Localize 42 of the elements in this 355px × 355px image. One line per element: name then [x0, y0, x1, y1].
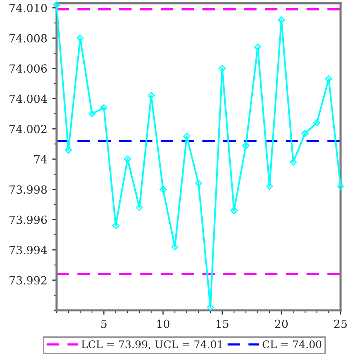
point: [325, 76, 332, 83]
y-tick-label: 73.998: [10, 186, 48, 194]
point: [290, 158, 297, 166]
y-tick-label: 74.004: [10, 94, 48, 104]
point: [314, 120, 321, 127]
point: [242, 142, 250, 150]
point: [65, 146, 72, 154]
y-tick-label: 73.994: [10, 246, 48, 254]
point: [278, 16, 286, 24]
point: [148, 92, 155, 100]
point: [100, 104, 108, 112]
y-tick-label: 74.010: [10, 4, 48, 12]
x-tick-label: 25: [334, 320, 348, 328]
point: [183, 133, 190, 140]
point: [88, 110, 96, 118]
x-tick-label: 15: [216, 320, 229, 328]
y-tick-label: 73.992: [10, 276, 47, 285]
x-tick-label: 20: [275, 320, 288, 328]
point: [230, 207, 238, 214]
x-tick-label: 10: [158, 320, 170, 328]
y-tick-label: 74: [34, 155, 48, 164]
y-tick-label: 73.996: [10, 216, 48, 224]
legend-label: LCL = 73.99, UCL = 74.01: [82, 340, 222, 350]
point: [160, 186, 167, 194]
point: [53, 2, 60, 9]
y-tick-label: 74.006: [10, 64, 48, 73]
point: [124, 156, 132, 163]
point: [266, 183, 274, 190]
point: [76, 34, 84, 42]
point: [112, 222, 120, 230]
point: [254, 44, 262, 51]
point: [218, 65, 226, 72]
point: [207, 304, 214, 312]
point: [337, 183, 344, 190]
legend-label: CL = 74.00: [262, 340, 322, 349]
y-tick-label: 74.002: [10, 125, 47, 134]
x-tick-label: 5: [102, 320, 107, 328]
point: [136, 204, 144, 212]
point: [195, 180, 202, 188]
point: [172, 244, 179, 251]
point: [302, 130, 309, 138]
y-tick-label: 74.008: [10, 34, 48, 43]
